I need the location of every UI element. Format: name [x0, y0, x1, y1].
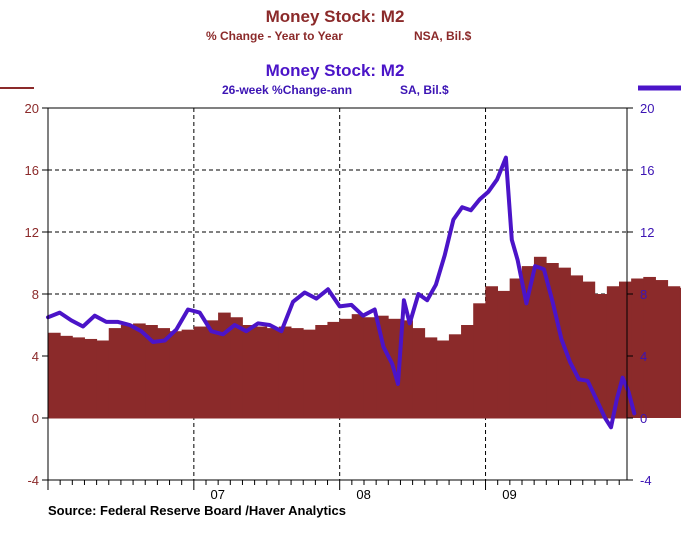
right-tick-label: 0	[640, 411, 647, 426]
bar	[655, 280, 669, 418]
bar	[303, 329, 316, 418]
bar	[679, 287, 681, 418]
left-tick-label: 0	[32, 411, 39, 426]
bar	[497, 290, 511, 418]
bar	[606, 286, 620, 418]
x-year-label: 09	[502, 487, 516, 502]
bar	[485, 286, 499, 418]
bar	[193, 326, 207, 418]
right-tick-label: 16	[640, 163, 654, 178]
left-tick-label: -4	[27, 473, 39, 488]
line-series-subtitle: 26-week %Change-ann	[222, 83, 352, 97]
bar	[278, 326, 292, 418]
right-tick-label: 4	[640, 349, 647, 364]
bar-series-note: NSA, Bil.$	[414, 29, 472, 43]
bar-series-title: Money Stock: M2	[266, 7, 405, 26]
bar	[351, 314, 365, 418]
bar	[533, 256, 547, 418]
bar	[60, 335, 73, 418]
bar	[546, 263, 559, 418]
bar	[230, 317, 243, 418]
bar	[242, 325, 256, 418]
bar	[631, 278, 644, 418]
left-tick-label: 8	[32, 287, 39, 302]
bar	[448, 334, 462, 418]
bar	[315, 325, 328, 418]
bar	[96, 340, 110, 418]
right-tick-label: 12	[640, 225, 654, 240]
bar	[72, 337, 85, 418]
bar	[643, 276, 656, 418]
bar	[376, 315, 389, 418]
bar	[108, 328, 122, 418]
bar	[157, 328, 170, 418]
bar	[205, 320, 219, 418]
bar	[594, 294, 608, 418]
bar	[363, 317, 377, 418]
bar	[290, 328, 304, 418]
bar	[570, 275, 584, 418]
bar	[120, 325, 134, 418]
bar	[412, 328, 426, 418]
line-series-note: SA, Bil.$	[400, 83, 449, 97]
source-note: Source: Federal Reserve Board /Haver Ana…	[48, 503, 346, 518]
bar	[133, 323, 146, 418]
bar	[339, 318, 353, 418]
bar	[667, 286, 681, 418]
x-axis: 07 08 09	[47, 480, 620, 502]
line-series	[46, 155, 637, 430]
x-year-label: 07	[211, 487, 225, 502]
bar	[218, 312, 231, 418]
right-tick-label: -4	[640, 473, 652, 488]
bar	[424, 337, 438, 418]
bar	[509, 278, 523, 418]
bar	[254, 326, 268, 418]
bar-series	[48, 256, 681, 418]
bar	[266, 328, 280, 418]
bar	[582, 281, 596, 418]
left-tick-label: 20	[25, 101, 39, 116]
x-year-label: 08	[356, 487, 370, 502]
bar	[327, 321, 341, 418]
left-tick-label: 4	[32, 349, 39, 364]
bar	[473, 303, 486, 418]
bar	[181, 329, 195, 418]
right-tick-label: 8	[640, 287, 647, 302]
bar	[169, 331, 183, 418]
right-axis: 20 16 12 8 4 0 -4	[627, 101, 654, 488]
bar	[84, 338, 98, 418]
left-tick-label: 12	[25, 225, 39, 240]
left-tick-label: 16	[25, 163, 39, 178]
right-tick-label: 20	[640, 101, 654, 116]
line-series-title: Money Stock: M2	[266, 61, 405, 80]
bar-series-subtitle: % Change - Year to Year	[206, 29, 343, 43]
bar	[400, 320, 413, 418]
bar	[48, 332, 61, 418]
bar	[436, 340, 450, 418]
left-axis: 20 16 12 8 4 0 -4	[25, 101, 48, 488]
bar	[461, 325, 474, 418]
bar	[145, 325, 158, 418]
